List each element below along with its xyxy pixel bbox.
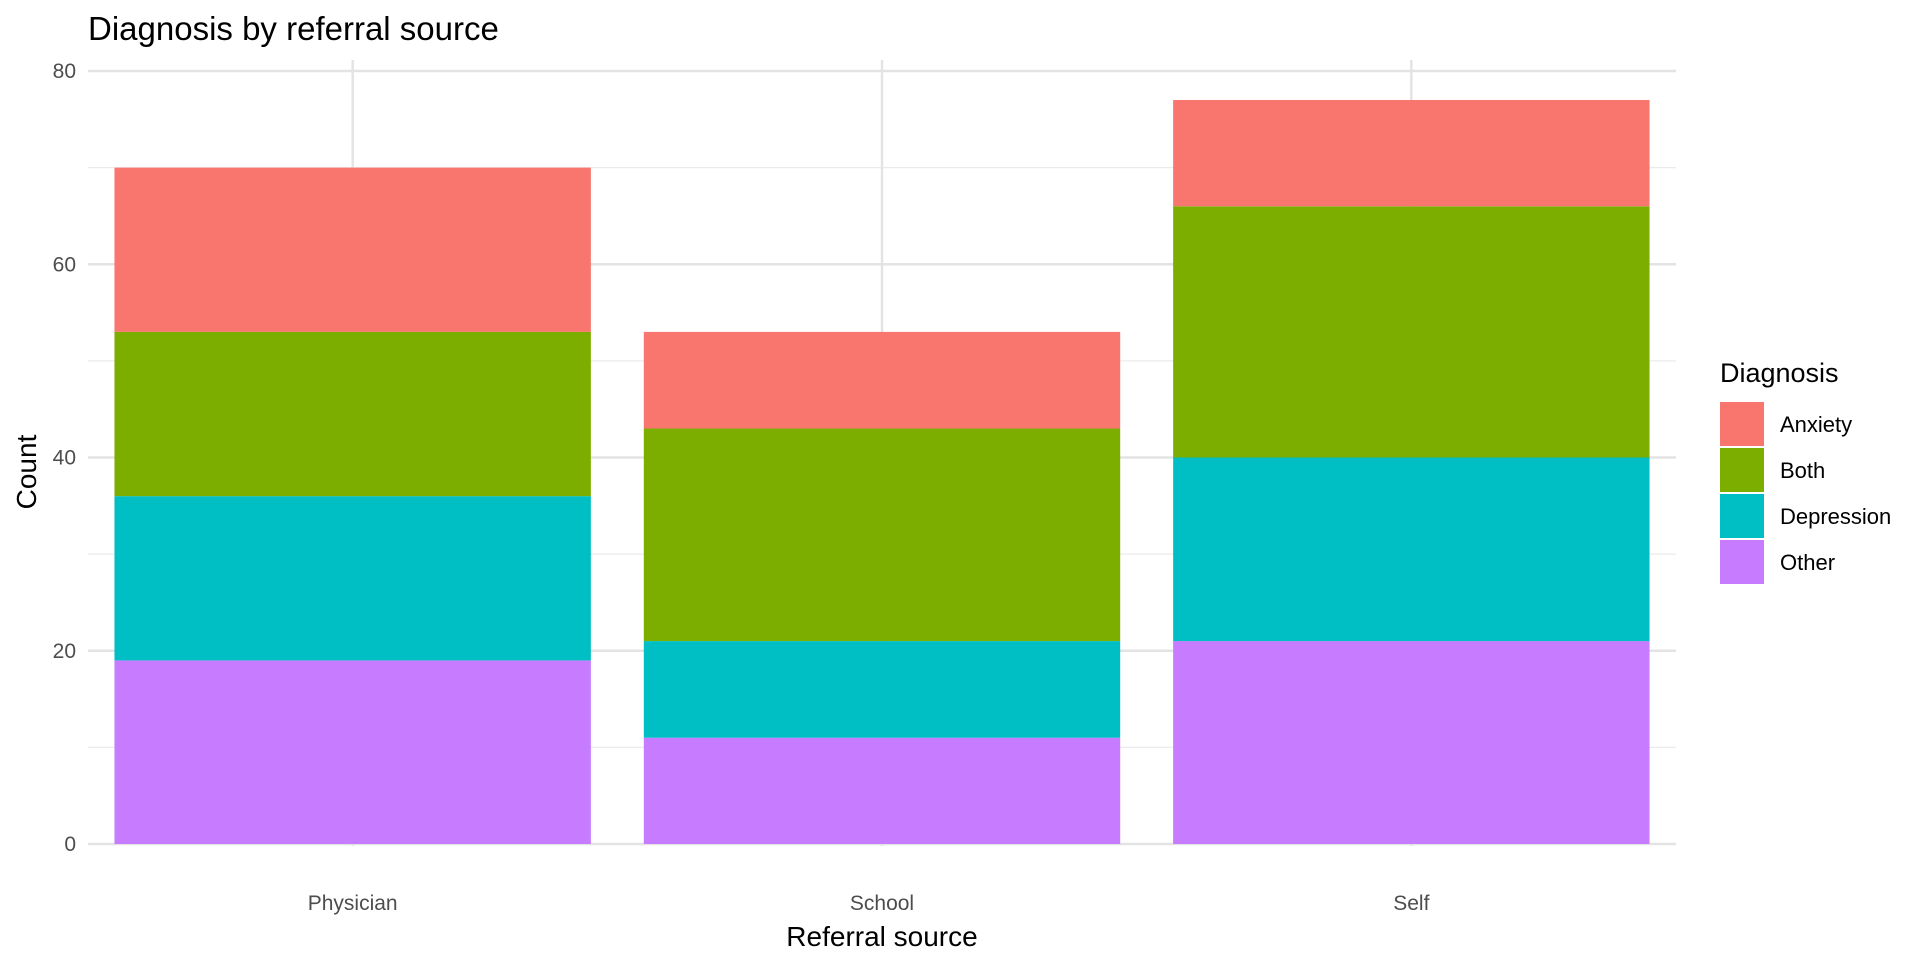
bar-segment-anxiety-physician bbox=[114, 167, 591, 332]
bars bbox=[114, 99, 1650, 844]
legend: Diagnosis Anxiety Both Depression Other bbox=[1720, 358, 1891, 584]
bar-segment-anxiety-school bbox=[643, 331, 1121, 429]
bar-segment-other-school bbox=[643, 737, 1121, 844]
bar-segment-both-physician bbox=[114, 331, 591, 497]
legend-title: Diagnosis bbox=[1720, 358, 1839, 388]
legend-key-depression bbox=[1720, 494, 1764, 538]
legend-label-other: Other bbox=[1780, 550, 1835, 575]
legend-label-both: Both bbox=[1780, 458, 1825, 483]
bar-segment-depression-physician bbox=[114, 496, 591, 661]
legend-items: Anxiety Both Depression Other bbox=[1720, 402, 1891, 584]
y-tick-label: 40 bbox=[53, 447, 76, 470]
bar-segment-both-self bbox=[1173, 206, 1650, 458]
legend-key-anxiety bbox=[1720, 402, 1764, 446]
y-axis-ticks: 0 20 40 60 80 bbox=[53, 60, 76, 856]
x-axis-title: Referral source bbox=[786, 921, 977, 952]
legend-key-other bbox=[1720, 540, 1764, 584]
bar-segment-other-physician bbox=[114, 660, 591, 844]
legend-label-depression: Depression bbox=[1780, 504, 1891, 529]
bar-segment-anxiety-self bbox=[1173, 99, 1650, 207]
bar-segment-other-self bbox=[1173, 641, 1650, 844]
y-tick-label: 20 bbox=[53, 640, 76, 663]
chart-title: Diagnosis by referral source bbox=[88, 10, 499, 47]
x-tick-label: School bbox=[850, 892, 914, 915]
legend-label-anxiety: Anxiety bbox=[1780, 412, 1852, 437]
x-tick-label: Self bbox=[1393, 892, 1429, 915]
y-tick-label: 0 bbox=[64, 833, 76, 856]
y-axis-title: Count bbox=[11, 434, 42, 509]
y-tick-label: 60 bbox=[53, 253, 76, 276]
bar-segment-depression-school bbox=[643, 641, 1121, 738]
x-tick-label: Physician bbox=[308, 892, 398, 915]
y-tick-label: 80 bbox=[53, 60, 76, 83]
bar-segment-depression-self bbox=[1173, 457, 1650, 642]
legend-key-both bbox=[1720, 448, 1764, 492]
bar-segment-both-school bbox=[643, 428, 1121, 642]
x-axis-ticks: Physician School Self bbox=[308, 892, 1430, 915]
